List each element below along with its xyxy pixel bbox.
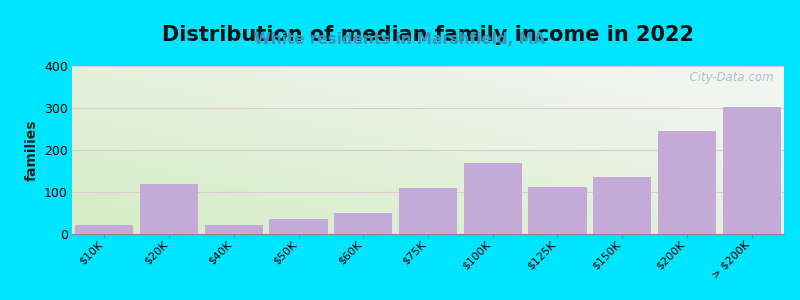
- Text: City-Data.com: City-Data.com: [682, 71, 774, 84]
- Bar: [140, 184, 198, 234]
- Bar: [528, 187, 586, 234]
- Title: Distribution of median family income in 2022: Distribution of median family income in …: [162, 25, 694, 45]
- Text: White residents in Marshfield, MA: White residents in Marshfield, MA: [254, 32, 546, 46]
- Bar: [399, 188, 457, 234]
- Bar: [334, 213, 393, 234]
- Bar: [205, 225, 263, 234]
- Bar: [593, 177, 651, 234]
- Y-axis label: families: families: [25, 119, 38, 181]
- Bar: [270, 219, 328, 234]
- Bar: [658, 131, 716, 234]
- Bar: [464, 163, 522, 234]
- Bar: [722, 107, 781, 234]
- Bar: [75, 225, 134, 234]
